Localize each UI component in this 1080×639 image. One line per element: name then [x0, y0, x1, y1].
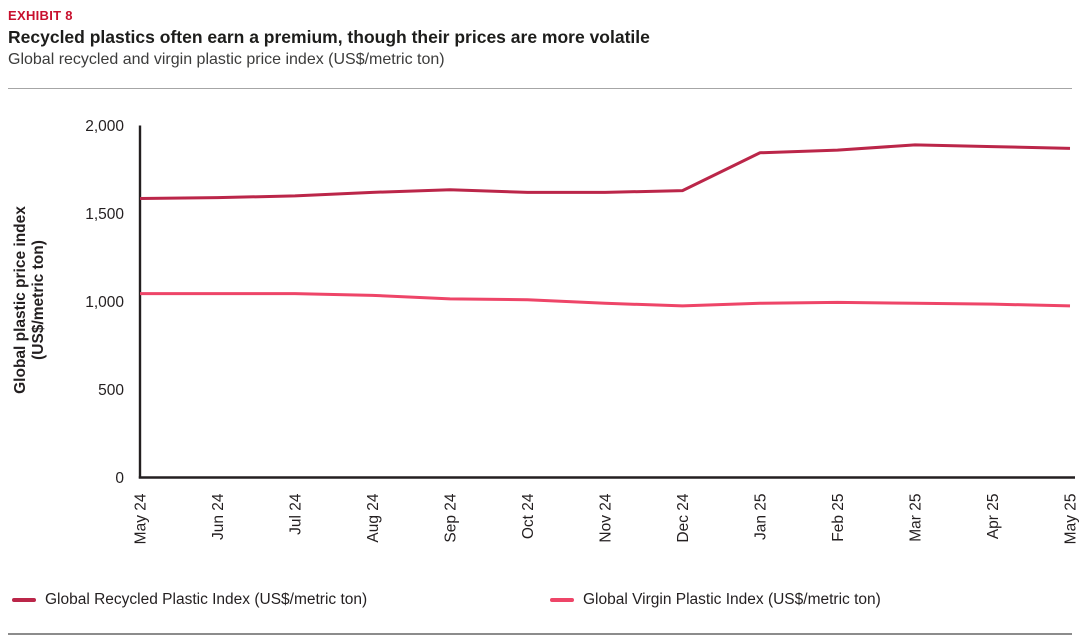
x-tick-label: Nov 24	[598, 493, 615, 542]
virgin-plastic-index-line	[140, 292, 1071, 308]
x-tick-label: Jul 24	[288, 493, 305, 535]
y-tick-label: 1,500	[85, 206, 124, 223]
x-tick-label: Dec 24	[675, 493, 692, 542]
bottom-divider-rule	[8, 633, 1072, 635]
top-divider-rule	[8, 88, 1072, 89]
recycled-legend-dash-icon	[12, 598, 36, 602]
x-tick-label: Jan 25	[753, 494, 770, 541]
legend-item-virgin: Global Virgin Plastic Index (US$/metric …	[550, 591, 881, 609]
x-tick-label: Aug 24	[365, 493, 382, 543]
x-tick-label: Apr 25	[985, 494, 1002, 540]
y-tick-label: 500	[98, 382, 124, 399]
x-tick-label: Oct 24	[520, 493, 537, 539]
legend-label-recycled: Global Recycled Plastic Index (US$/metri…	[45, 591, 368, 608]
legend-item-recycled: Global Recycled Plastic Index (US$/metri…	[12, 591, 367, 609]
y-axis-title-line: (US$/metric ton)	[30, 240, 47, 360]
x-tick-label: May 25	[1063, 494, 1080, 545]
x-tick-label: Feb 25	[830, 494, 847, 542]
x-tick-label: Jun 24	[210, 493, 227, 540]
y-tick-label: 1,000	[85, 294, 124, 311]
y-tick-label: 0	[115, 470, 124, 487]
chart-title: Recycled plastics often earn a premium, …	[8, 27, 650, 47]
y-tick-label: 2,000	[85, 118, 124, 135]
exhibit-label: EXHIBIT 8	[8, 8, 73, 23]
x-tick-label: Mar 25	[908, 494, 925, 542]
x-tick-label: May 24	[133, 493, 150, 544]
x-tick-label: Sep 24	[443, 493, 460, 543]
chart-subtitle: Global recycled and virgin plastic price…	[8, 51, 445, 68]
y-axis-title-line: Global plastic price index	[12, 206, 29, 394]
virgin-legend-dash-icon	[550, 598, 574, 602]
recycled-plastic-index-line	[139, 143, 1071, 201]
legend-label-virgin: Global Virgin Plastic Index (US$/metric …	[583, 591, 881, 608]
